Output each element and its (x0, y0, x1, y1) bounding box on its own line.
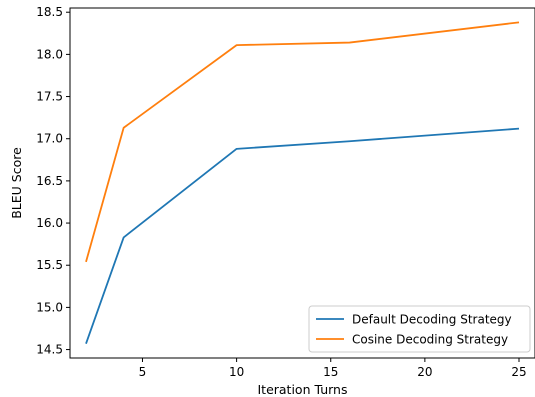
x-tick-label: 20 (417, 365, 432, 379)
y-tick-label: 17.5 (36, 90, 63, 104)
x-tick-label: 15 (323, 365, 338, 379)
y-axis-title: BLEU Score (9, 147, 24, 219)
y-tick-label: 14.5 (36, 343, 63, 357)
legend-box (308, 305, 531, 353)
plot-lines (85, 21, 520, 344)
y-axis-ticks: 14.5 15.0 15.5 16.0 16.5 17.0 17.5 18.0 18.5 (36, 5, 70, 357)
x-tick-label: 5 (139, 365, 147, 379)
x-axis-ticks: 5 10 15 20 25 (139, 358, 527, 379)
y-tick-label: 18.0 (36, 47, 63, 61)
x-tick-label: 25 (511, 365, 526, 379)
y-tick-label: 15.0 (36, 300, 63, 314)
y-tick-label: 17.0 (36, 132, 63, 146)
plot-area-frame (69, 7, 535, 359)
x-axis-title: Iteration Turns (257, 382, 347, 397)
y-tick-label: 18.5 (36, 5, 63, 19)
y-tick-label: 15.5 (36, 258, 63, 272)
legend: Default Decoding Strategy Cosine Decodin… (308, 305, 531, 353)
series-line-default (85, 127, 520, 344)
y-tick-label: 16.0 (36, 216, 63, 230)
y-tick-label: 16.5 (36, 174, 63, 188)
x-tick-label: 10 (229, 365, 244, 379)
legend-label-default: Default Decoding Strategy (352, 313, 512, 327)
legend-label-cosine: Cosine Decoding Strategy (352, 333, 508, 347)
series-line-cosine (85, 21, 520, 263)
